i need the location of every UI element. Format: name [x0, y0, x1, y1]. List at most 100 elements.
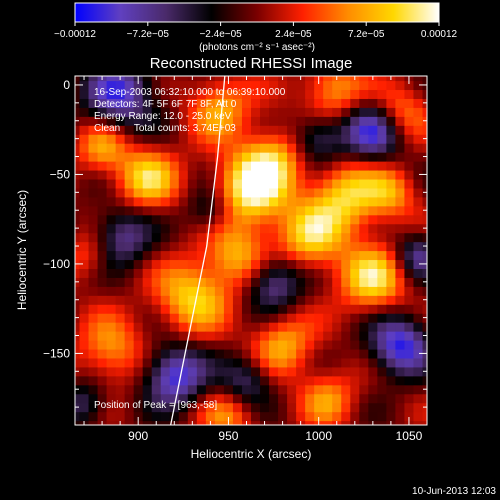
heatmap-cell [151, 268, 162, 278]
heatmap-cell [260, 241, 270, 252]
heatmap-cell [404, 223, 415, 234]
heatmap-cell [260, 152, 270, 162]
heatmap-cell [79, 161, 90, 171]
annotation-detectors: Detectors: 4F 5F 6F 7F 8F, Att 0 [94, 99, 237, 110]
heatmap-cell [404, 295, 415, 305]
heatmap-cell [160, 125, 171, 135]
heatmap-cell [377, 322, 387, 332]
heatmap-cell [323, 161, 333, 171]
heatmap-cell [332, 161, 342, 171]
heatmap-cell [350, 223, 360, 234]
heatmap-cell [323, 250, 333, 261]
heatmap-cell [368, 286, 378, 296]
heatmap-cell [223, 339, 234, 350]
heatmap-cell [124, 375, 135, 386]
heatmap-cell [151, 223, 162, 234]
heatmap-cell [350, 169, 360, 180]
heatmap-cell [296, 178, 306, 189]
heatmap-cell [178, 214, 189, 225]
heatmap-cell [169, 152, 180, 162]
heatmap-cell [296, 205, 306, 216]
y-tick-label: −150 [43, 346, 70, 360]
heatmap-cell [341, 196, 351, 207]
heatmap-cell [350, 116, 360, 126]
heatmap-cell [115, 161, 126, 171]
heatmap-cell [97, 205, 108, 216]
heatmap-cell [332, 286, 342, 296]
heatmap-cell [142, 393, 153, 404]
heatmap-cell [368, 98, 378, 108]
heatmap-cell [422, 304, 427, 314]
heatmap-cell [214, 393, 225, 404]
heatmap-cell [187, 116, 198, 126]
heatmap-cell [205, 169, 216, 180]
heatmap-cell [269, 116, 279, 126]
heatmap-cell [79, 116, 90, 126]
heatmap-cell [75, 393, 81, 404]
heatmap-cell [269, 214, 279, 225]
heatmap-cell [205, 80, 216, 91]
heatmap-cell [350, 107, 360, 117]
heatmap-cell [196, 89, 207, 99]
heatmap-cell [205, 196, 216, 207]
heatmap-cell [359, 322, 369, 332]
heatmap-cell [187, 89, 198, 99]
heatmap-cell [323, 152, 333, 162]
heatmap-cell [305, 169, 315, 180]
heatmap-cell [124, 161, 135, 171]
heatmap-cell [323, 98, 333, 108]
heatmap-cell [214, 420, 225, 425]
heatmap-cell [187, 411, 198, 422]
heatmap-cell [305, 304, 315, 314]
heatmap-cell [269, 152, 279, 162]
heatmap-cell [386, 295, 397, 305]
heatmap-cell [133, 241, 144, 252]
heatmap-cell [251, 313, 261, 323]
heatmap-cell [359, 420, 369, 425]
heatmap-cell [178, 268, 189, 278]
heatmap-cell [269, 259, 279, 269]
heatmap-cell [350, 232, 360, 243]
heatmap-cell [124, 420, 135, 425]
heatmap-cell [169, 161, 180, 171]
heatmap-cell [332, 393, 342, 404]
heatmap-cell [395, 223, 406, 234]
heatmap-cell [395, 295, 406, 305]
heatmap-cell [368, 161, 378, 171]
heatmap-cell [214, 250, 225, 261]
heatmap-cell [332, 80, 342, 91]
heatmap-cell [341, 76, 351, 82]
heatmap-cell [178, 366, 189, 377]
heatmap-cell [296, 304, 306, 314]
heatmap-cell [97, 313, 108, 323]
heatmap-cell [368, 143, 378, 153]
heatmap-cell [214, 116, 225, 126]
heatmap-cell [359, 331, 369, 341]
heatmap-cell [269, 178, 279, 189]
heatmap-cell [314, 393, 324, 404]
heatmap-cell [214, 205, 225, 216]
heatmap-cell [377, 107, 387, 117]
heatmap-cell [106, 348, 117, 359]
heatmap-cell [332, 402, 342, 413]
heatmap-cell [196, 357, 207, 368]
heatmap-cell [323, 187, 333, 198]
heatmap-cell [359, 375, 369, 386]
heatmap-cell [395, 80, 406, 91]
heatmap-cell [260, 232, 270, 243]
heatmap-cell [251, 134, 261, 144]
heatmap-cell [404, 250, 415, 261]
heatmap-cell [178, 232, 189, 243]
heatmap-cell [386, 357, 397, 368]
heatmap-cell [241, 178, 252, 189]
heatmap-cell [305, 384, 315, 395]
heatmap-cell [79, 339, 90, 350]
heatmap-cell [196, 187, 207, 198]
heatmap-cell [359, 313, 369, 323]
heatmap-cell [305, 214, 315, 225]
heatmap-cell [205, 393, 216, 404]
heatmap-cell [151, 411, 162, 422]
heatmap-cell [350, 250, 360, 261]
heatmap-cell [341, 169, 351, 180]
